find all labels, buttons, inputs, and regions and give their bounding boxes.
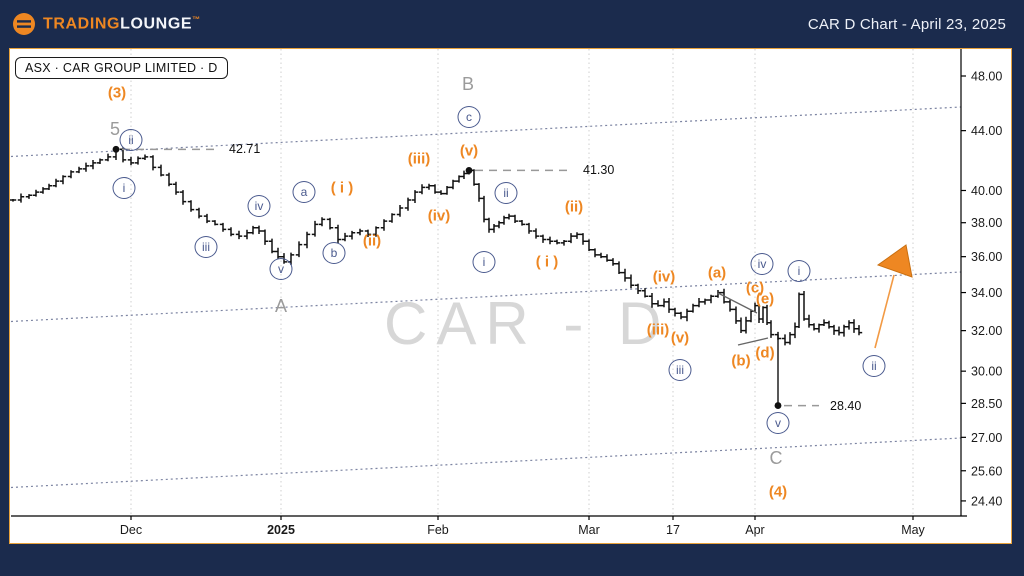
page-title: CAR D Chart - April 23, 2025 [807,15,1006,33]
wave-label-orange-iii: (iii) [646,321,670,339]
wave-label-orange-b: (b) [731,352,751,370]
price-level-label: 42.71 [229,142,261,157]
price-bars [10,146,863,346]
chart-surface[interactable]: 48.00 44.00 40.00 38.00 36.00 34.00 32.00 30.00… [10,49,1011,543]
y-tick-label: 36.00 [971,250,1002,264]
wave-label-orange-ii: (ii) [564,198,584,216]
price-level-dot [112,145,120,153]
wave-label-orange-e: (e) [755,290,775,308]
wave-label-circled-ii: ii [119,129,143,151]
wave-label-orange-3: (3) [107,84,127,102]
wave-label-circled-c: c [457,106,481,128]
price-level-label: 41.30 [583,163,615,178]
wave-label-orange-v: (v) [459,142,479,160]
price-level-dot [465,167,473,174]
wave-label-orange-iv: (iv) [652,268,676,286]
channel-trendline [10,106,962,158]
chart-watermark: CAR - D [384,290,671,357]
wave-label-gray-5: 5 [109,119,121,139]
trademark-symbol: ™ [192,14,201,24]
x-tick-label: Feb [427,523,449,537]
wave-label-circled-v: v [269,258,293,280]
chart-panel[interactable]: CAR - D 48.00 44.00 40.00 38.00 36.00 34.00 32… [9,48,1012,544]
price-level-dot [774,402,782,409]
y-tick-label: 25.60 [971,464,1002,478]
wave-label-circled-v: v [766,412,790,434]
wave-label-circled-i: i [472,251,496,273]
x-tick-label: Dec [120,523,142,537]
x-tick-label: Apr [745,523,764,537]
brand-lounge: LOUNGE [120,15,193,33]
wave-label-orange-v: (v) [670,329,690,347]
price-level-label: 28.40 [830,398,862,413]
wave-label-gray-A: A [274,296,288,316]
wave-label-circled-a: a [292,181,316,203]
wave-label-orange-iv: (iv) [427,207,451,225]
triangle-trendline [737,337,769,346]
y-tick-label: 44.00 [971,124,1002,138]
wave-label-orange-i: ( i ) [535,253,559,271]
symbol-badge: ASX · CAR GROUP LIMITED · D [15,57,228,79]
channel-trendline [10,271,962,323]
wave-label-circled-iii: iii [194,236,218,258]
x-tick-label: 17 [666,523,680,537]
forecast-arrow-line [874,274,895,349]
y-tick-label: 27.00 [971,431,1002,445]
x-tick-label: May [901,523,925,537]
brand-trading: TRADING [43,15,121,33]
header-bar: TRADINGLOUNGE™ CAR D Chart - April 23, 2… [0,0,1024,48]
y-tick-label: 38.00 [971,216,1002,230]
wave-label-orange-iii: (iii) [407,150,431,168]
brand-logo: TRADINGLOUNGE™ [12,12,201,36]
wave-label-circled-iv: iv [750,253,774,275]
wave-label-orange-d: (d) [755,344,775,362]
wave-label-orange-ii: (ii) [362,232,382,250]
tradinglounge-logo-icon [13,13,35,35]
wave-label-orange-c: (c) [745,279,765,297]
channel-trendline [10,437,962,489]
wave-label-circled-ii: ii [862,355,886,377]
wave-label-gray-C: C [769,448,783,468]
wave-label-orange-4: (4) [768,483,788,501]
brand-wordmark: TRADINGLOUNGE™ [43,15,201,33]
forecast-arrow-head [876,244,913,278]
wave-label-circled-iv: iv [247,195,271,217]
wave-label-circled-i: i [787,260,811,282]
y-tick-label: 32.00 [971,324,1002,338]
y-tick-label: 28.50 [971,397,1002,411]
y-tick-label: 34.00 [971,286,1002,300]
wave-label-orange-i: ( i ) [330,179,354,197]
y-tick-label: 24.40 [971,494,1002,508]
wave-label-gray-B: B [461,74,475,94]
wave-label-circled-b: b [322,242,346,264]
wave-label-circled-ii: ii [494,182,518,204]
triangle-trendline [717,292,758,314]
x-tick-label: Mar [578,523,600,537]
y-tick-label: 30.00 [971,365,1002,379]
wave-label-circled-i: i [112,177,136,199]
y-tick-label: 40.00 [971,184,1002,198]
wave-label-circled-iii: iii [668,359,692,381]
y-tick-label: 48.00 [971,70,1002,84]
wave-label-orange-a: (a) [707,264,727,282]
x-tick-label: 2025 [267,523,295,537]
